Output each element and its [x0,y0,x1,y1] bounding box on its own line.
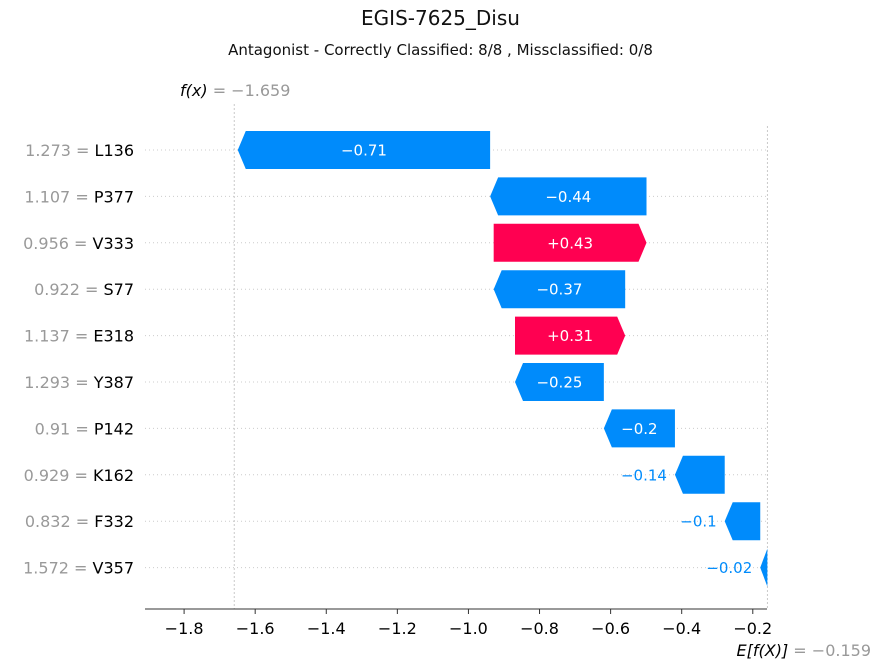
x-tick-label: −0.8 [520,619,559,638]
contribution-label: +0.31 [547,327,593,345]
feature-label: 1.572 = V357 [23,559,134,578]
feature-name: V357 [93,559,134,578]
feature-label: 0.956 = V333 [23,234,134,253]
contribution-label: −0.1 [680,513,716,531]
feature-value: 1.273 = [25,141,94,160]
feature-name: Y387 [93,373,134,392]
feature-value: 0.922 = [34,280,103,299]
base-value-annotation: E[f(X)] = −0.159 [737,641,871,660]
feature-name: V333 [93,234,134,253]
feature-name: F332 [94,512,134,531]
feature-label: 1.273 = L136 [25,141,134,160]
feature-label: 0.832 = F332 [25,512,134,531]
feature-name: P142 [94,419,134,438]
x-tick-label: −1.8 [165,619,204,638]
x-tick-label: −1.4 [307,619,346,638]
contribution-label: −0.2 [621,420,657,438]
feature-value: 1.572 = [23,559,92,578]
contribution-label: +0.43 [547,234,593,252]
contribution-label: −0.14 [621,466,667,484]
contribution-label: −0.25 [536,374,582,392]
feature-label: 0.929 = K162 [24,466,134,485]
chart-subtitle: Antagonist - Correctly Classified: 8/8 ,… [228,41,653,59]
feature-value: 0.832 = [25,512,94,531]
positive-contribution-bar [493,223,647,262]
feature-label: 1.293 = Y387 [24,373,134,392]
feature-name: L136 [95,141,134,160]
x-tick-label: −1.0 [449,619,488,638]
feature-value: 1.107 = [24,187,93,206]
negative-contribution-bar [490,177,647,216]
negative-contribution-bar [674,455,725,494]
fx-label: f(x) [180,81,213,100]
feature-value: 1.293 = [24,373,93,392]
negative-contribution-bar [493,270,626,309]
negative-contribution-bar [603,409,675,448]
chart-title: EGIS-7625_Disu [361,6,520,30]
positive-contribution-bar [515,316,626,355]
feature-label: 1.137 = E318 [24,327,134,346]
feature-name: P377 [94,187,134,206]
feature-value: 0.929 = [24,466,93,485]
feature-value: 1.137 = [24,327,93,346]
feature-name: S77 [103,280,134,299]
negative-contribution-bar [760,548,768,587]
negative-contribution-bar [515,363,604,401]
base-value-label: E[f(X)] [737,641,794,660]
x-tick-label: −0.4 [662,619,701,638]
x-tick-label: −1.2 [378,619,417,638]
contribution-label: −0.37 [536,281,582,299]
contribution-label: −0.71 [341,142,387,160]
contribution-label: −0.44 [545,188,591,206]
feature-label: 0.922 = S77 [34,280,134,299]
negative-contribution-bar [724,502,761,541]
feature-label: 1.107 = P377 [24,187,134,206]
fx-value: = −1.659 [213,81,291,100]
contribution-label: −0.02 [706,559,752,577]
feature-name: K162 [93,466,134,485]
negative-contribution-bar [237,131,491,169]
base-value-value: = −0.159 [793,641,871,660]
fx-annotation: f(x) = −1.659 [180,81,290,100]
x-tick-label: −0.2 [733,619,772,638]
x-tick-label: −0.6 [591,619,630,638]
feature-value: 0.956 = [23,234,92,253]
feature-label: 0.91 = P142 [35,419,134,438]
feature-name: E318 [93,327,134,346]
feature-value: 0.91 = [35,419,94,438]
x-tick-label: −1.6 [236,619,275,638]
